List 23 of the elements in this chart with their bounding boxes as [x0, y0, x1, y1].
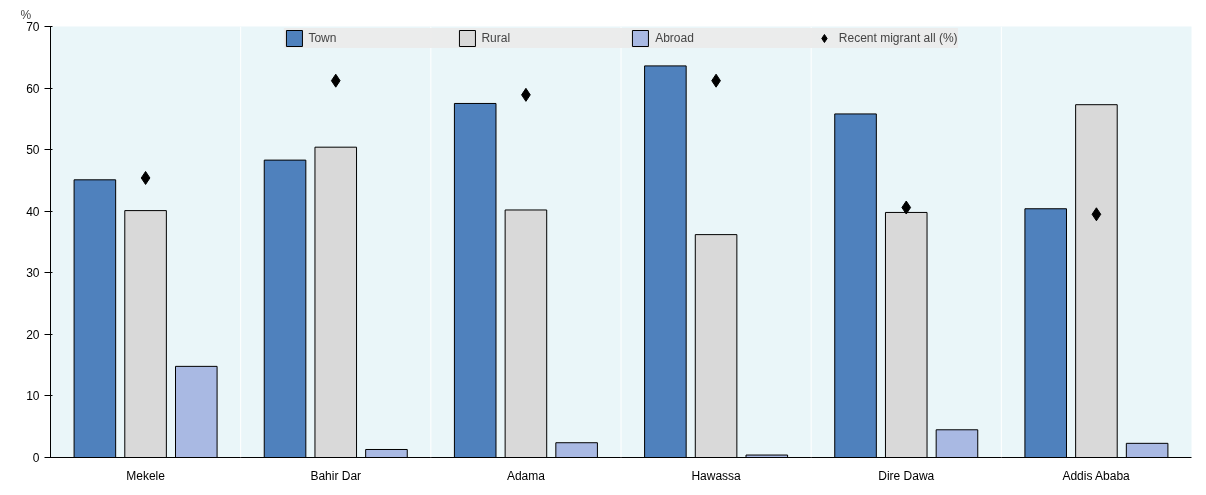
- legend-label: Town: [308, 31, 337, 45]
- y-tick-label: 50: [26, 143, 40, 158]
- y-tick-label: 60: [26, 81, 40, 96]
- y-axis-title: %: [20, 7, 32, 22]
- y-tick-label: 70: [26, 20, 40, 34]
- x-tick-label: Adama: [506, 468, 546, 483]
- x-tick-label: Bahir Dar: [310, 468, 362, 483]
- point: [901, 200, 912, 215]
- y-tick-label: 0: [32, 451, 40, 465]
- x-tick-label: Dire Dawa: [878, 468, 935, 483]
- legend-label: Recent migrant all (%): [838, 31, 958, 45]
- legend-label: Abroad: [655, 31, 694, 45]
- y-tick-label: 20: [26, 327, 40, 342]
- x-tick-label: Hawassa: [691, 468, 742, 483]
- x-tick-label: Mekele: [126, 468, 166, 483]
- y-tick-label: 40: [26, 204, 40, 219]
- point: [1091, 207, 1102, 222]
- legend-label: Rural: [481, 31, 511, 45]
- point: [330, 73, 341, 88]
- x-tick-label: Addis Ababa: [1062, 468, 1131, 483]
- y-tick-label: 10: [26, 389, 40, 404]
- point: [140, 170, 151, 185]
- y-tick-label: 30: [26, 266, 40, 281]
